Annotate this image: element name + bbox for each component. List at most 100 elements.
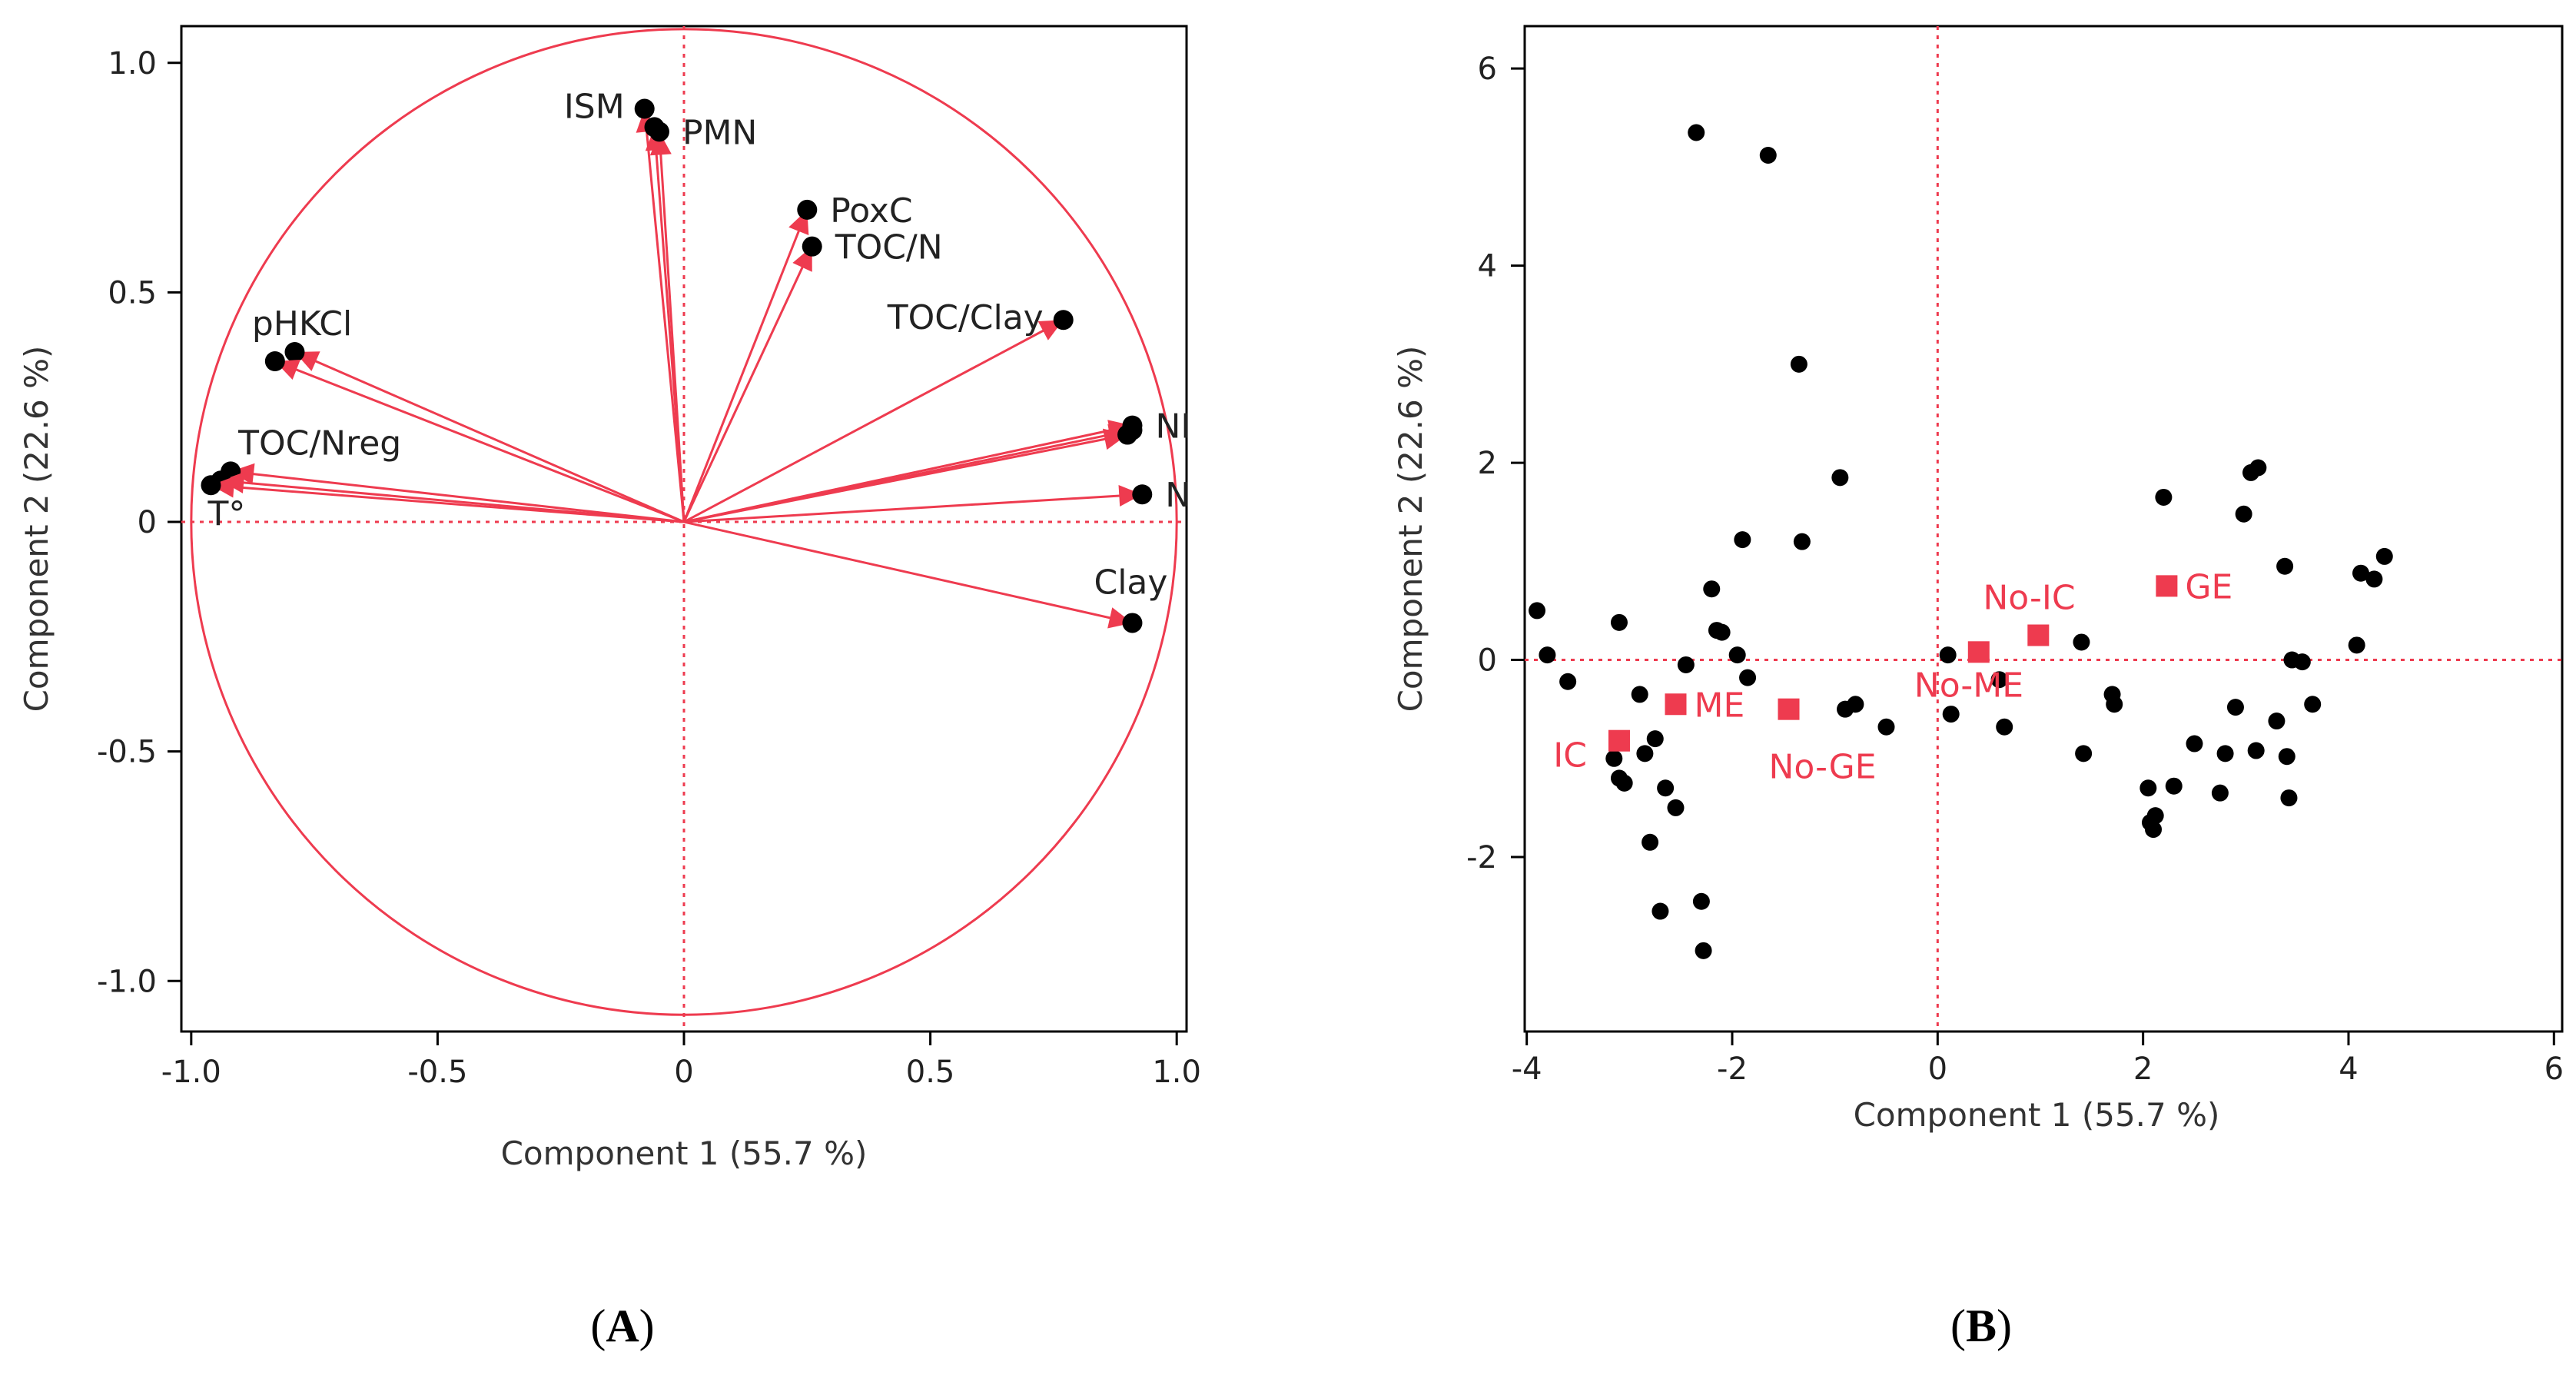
- score-point: [1831, 469, 1849, 487]
- arrow-shaft: [294, 350, 685, 523]
- scores-axis-ticks: -4 -2 0 2 4 6 -2 0 2 4 6: [1466, 51, 2564, 1087]
- score-points: [1529, 124, 2393, 959]
- group-marker: [2027, 624, 2050, 646]
- loading-arrow: [683, 310, 1074, 523]
- score-point: [2365, 570, 2383, 588]
- scores-plot-panel-b: -4 -2 0 2 4 6 -2 0 2 4 6 IC ME No-GE No-ME No-IC GE Com…: [1392, 25, 2564, 1134]
- score-point: [1559, 673, 1577, 690]
- score-point: [1793, 533, 1811, 550]
- scores-y-axis-label: Component 2 (22.6 %): [1392, 346, 1429, 713]
- x-tick-label: 1.0: [1152, 1055, 1201, 1090]
- score-point: [2073, 633, 2090, 651]
- score-point: [2226, 699, 2244, 716]
- loading-arrow: [284, 342, 685, 523]
- score-point: [1539, 646, 1556, 664]
- score-point: [1759, 146, 1777, 164]
- arrow-shaft: [683, 493, 1143, 523]
- unit-circle: [190, 28, 1178, 1016]
- loadings-plot-panel-a: -1.0 -0.5 0 0.5 1.0 -1.0 -0.5 0 0.5 1.0 ISM PMN Pox…: [18, 25, 1201, 1172]
- y-tick-label: 0.5: [108, 275, 157, 311]
- loading-arrow: [683, 424, 1138, 523]
- score-point: [1605, 749, 1623, 767]
- score-point: [2249, 459, 2267, 477]
- loading-label: NI: [1155, 407, 1190, 447]
- loading-arrow: [264, 351, 685, 523]
- group-label: IC: [1553, 736, 1587, 776]
- loading-point: [264, 351, 285, 371]
- score-point: [1657, 779, 1675, 797]
- group-centroid: GE: [2156, 567, 2232, 606]
- arrow-head: [1118, 485, 1143, 507]
- group-label: No-GE: [1768, 748, 1876, 787]
- score-point: [1942, 706, 1960, 723]
- group-label: No-ME: [1914, 666, 2023, 705]
- score-point: [1703, 580, 1721, 598]
- score-point: [1677, 656, 1695, 673]
- arrow-shaft: [683, 318, 1064, 523]
- scores-x-axis-label: Component 1 (55.7 %): [1854, 1096, 2220, 1134]
- score-point: [1615, 774, 1633, 792]
- loading-label: TOC/Nreg: [237, 424, 401, 463]
- x-tick-label: -1.0: [161, 1055, 221, 1090]
- loading-arrows: [201, 98, 1153, 633]
- group-marker: [1967, 641, 1990, 663]
- loadings-y-axis-label: Component 2 (22.6 %): [18, 346, 55, 713]
- loading-point: [634, 98, 655, 119]
- score-point: [1739, 669, 1757, 686]
- y-tick-label: 0: [1478, 643, 1497, 679]
- score-point: [1990, 671, 2008, 689]
- arrow-shaft: [658, 131, 685, 523]
- x-tick-label: 4: [2339, 1051, 2358, 1087]
- score-point: [1529, 602, 1546, 620]
- group-marker: [1608, 729, 1630, 752]
- score-point: [1636, 745, 1654, 762]
- group-marker: [1778, 698, 1800, 720]
- score-point: [1688, 124, 1705, 141]
- score-point: [1734, 531, 1751, 549]
- loading-label: PMN: [682, 113, 757, 152]
- arrow-shaft: [274, 360, 685, 523]
- score-point: [1667, 799, 1685, 816]
- group-centroids: IC ME No-GE No-ME No-IC GE: [1553, 567, 2232, 786]
- score-point: [2268, 713, 2286, 730]
- arrow-shaft: [230, 470, 685, 523]
- y-tick-label: 2: [1478, 446, 1497, 481]
- score-point: [2352, 564, 2370, 582]
- group-label: No-IC: [1983, 578, 2075, 617]
- y-tick-label: -1.0: [97, 964, 157, 999]
- y-tick-label: -0.5: [97, 735, 157, 770]
- score-point: [2075, 745, 2093, 762]
- score-point: [2375, 547, 2393, 565]
- x-tick-label: 0: [674, 1055, 693, 1090]
- group-centroid: No-GE: [1768, 698, 1877, 787]
- score-point: [2280, 789, 2298, 807]
- loading-arrow: [683, 484, 1153, 523]
- loading-point: [284, 342, 305, 363]
- loading-point: [802, 236, 822, 257]
- arrow-shaft: [643, 108, 685, 523]
- loadings-reference-lines: [181, 26, 1187, 1032]
- score-point: [2216, 745, 2234, 762]
- loading-arrow: [682, 199, 818, 523]
- group-centroid: ME: [1665, 686, 1744, 725]
- score-point: [1692, 892, 1710, 910]
- score-point: [2293, 653, 2311, 671]
- scores-plot-frame: [1523, 25, 2564, 1033]
- loading-label: Clay: [1094, 563, 1167, 602]
- score-point: [1695, 942, 1712, 959]
- loading-point: [1053, 310, 1074, 331]
- loading-point: [1117, 424, 1138, 445]
- score-point: [2211, 784, 2229, 802]
- loading-point: [1122, 613, 1143, 633]
- x-tick-label: 6: [2544, 1051, 2564, 1087]
- arrow-shaft: [682, 246, 814, 523]
- score-point: [2276, 557, 2294, 575]
- score-point: [2146, 807, 2164, 825]
- score-point: [2304, 696, 2322, 713]
- score-point: [2155, 488, 2173, 506]
- y-tick-label: 6: [1478, 51, 1497, 87]
- x-tick-label: -0.5: [407, 1055, 467, 1090]
- loading-arrow: [683, 520, 1143, 633]
